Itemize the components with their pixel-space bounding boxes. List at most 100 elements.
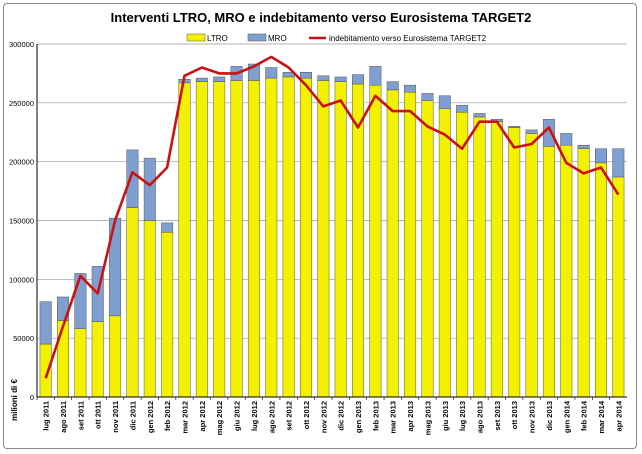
bar-mro [508, 126, 521, 128]
x-tick-label: apr 2014 [614, 400, 623, 431]
chart-title: Interventi LTRO, MRO e indebitamento ver… [111, 10, 532, 25]
bar-ltro [265, 77, 278, 398]
bar-ltro [421, 100, 434, 398]
y-tick-label: 100000 [9, 275, 34, 284]
bar-ltro [282, 76, 295, 398]
bar-mro [39, 301, 52, 345]
x-tick-label: ago 2011 [59, 401, 68, 433]
x-tick-label: mar 2014 [597, 400, 606, 433]
bar-mro [456, 104, 469, 113]
bar-ltro [195, 81, 208, 398]
bar-mro [126, 149, 139, 208]
x-tick-label: feb 2013 [371, 401, 380, 431]
bar-ltro [369, 84, 382, 398]
bar-ltro [143, 220, 156, 398]
bar-mro [525, 129, 538, 134]
bar-mro [352, 74, 365, 85]
x-tick-label: set 2011 [76, 401, 85, 430]
bar-mro [74, 273, 87, 330]
bars [39, 63, 625, 398]
x-tick-label: gen 2014 [562, 400, 571, 433]
bar-ltro [230, 80, 243, 398]
bar-mro [143, 157, 156, 221]
x-tick-label: giu 2012 [233, 401, 242, 431]
bar-mro [560, 133, 573, 146]
x-tick-label: set 2013 [493, 401, 502, 431]
x-tick-label: feb 2014 [580, 400, 589, 431]
x-tick-label: apr 2013 [406, 401, 415, 431]
x-tick-label: ago 2013 [476, 401, 485, 433]
bar-ltro [109, 315, 122, 398]
bar-ltro [91, 321, 104, 398]
x-tick-label: ott 2012 [302, 401, 311, 429]
bar-ltro [456, 111, 469, 398]
bar-mro [247, 63, 260, 81]
bar-mro [299, 71, 312, 79]
bar-mro [334, 76, 347, 82]
x-tick-label: lug 2013 [458, 401, 467, 431]
bar-ltro [247, 80, 260, 398]
x-tick-label: mag 2012 [215, 401, 224, 435]
y-tick-label: 50000 [13, 334, 34, 343]
legend-label-ltro: LTRO [207, 34, 228, 43]
bar-mro [612, 148, 625, 178]
bar-mro [594, 148, 607, 164]
target2-line [44, 55, 620, 379]
x-tick-label: mag 2013 [423, 401, 432, 435]
x-tick-label: lug 2012 [250, 401, 259, 431]
bar-ltro [352, 83, 365, 398]
x-tick-label: ago 2012 [267, 401, 276, 433]
bar-ltro [161, 232, 174, 398]
x-tick-label: set 2012 [285, 401, 294, 431]
legend-label-target2: indebitamento verso Eurosistema TARGET2 [329, 34, 487, 43]
x-tick-label: nov 2013 [528, 401, 537, 433]
bar-mro [473, 113, 486, 118]
bar-ltro [213, 81, 226, 398]
y-axis-label: milioni di € [10, 379, 19, 421]
bar-ltro [39, 343, 52, 398]
x-tick-label: mar 2012 [181, 401, 190, 434]
bar-ltro [473, 116, 486, 398]
y-tick-label: 200000 [9, 158, 34, 167]
bar-ltro [594, 162, 607, 398]
bar-mro [438, 95, 451, 109]
bar-ltro [508, 127, 521, 398]
x-tick-label: lug 2011 [42, 401, 51, 431]
bar-mro [421, 93, 434, 101]
bar-mro [577, 144, 590, 149]
bar-ltro [490, 121, 503, 398]
bar-ltro [334, 81, 347, 398]
x-tick-label: giu 2013 [441, 401, 450, 431]
bar-mro [213, 76, 226, 82]
series-line-target2 [44, 55, 620, 379]
legend-swatch-mro [247, 33, 267, 42]
legend: LTRO MRO indebitamento verso Eurosistema T… [186, 33, 487, 43]
bar-mro [317, 75, 330, 81]
x-tick-label: ott 2011 [94, 401, 103, 429]
bar-mro [369, 66, 382, 86]
y-tick-label: 150000 [9, 217, 34, 226]
x-tick-label: ott 2013 [510, 401, 519, 429]
bar-ltro [560, 144, 573, 398]
x-tick-label: feb 2012 [163, 401, 172, 431]
x-tick-label: dic 2013 [545, 401, 554, 431]
bar-ltro [438, 108, 451, 398]
x-tick-label: dic 2012 [337, 401, 346, 431]
bar-ltro [577, 148, 590, 398]
bar-ltro [404, 91, 417, 398]
x-tick-label: apr 2012 [198, 401, 207, 431]
x-tick-label: gen 2012 [146, 401, 155, 433]
bar-ltro [74, 328, 87, 398]
bar-ltro [126, 207, 139, 398]
x-tick-label: dic 2011 [128, 401, 137, 430]
bar-ltro [386, 89, 399, 398]
bar-mro [195, 77, 208, 82]
bar-mro [265, 67, 278, 79]
bar-mro [386, 81, 399, 91]
bar-ltro [542, 146, 555, 398]
y-tick-label: 300000 [9, 40, 34, 49]
legend-swatch-ltro [186, 33, 206, 42]
bar-ltro [299, 77, 312, 398]
x-tick-label: nov 2011 [111, 401, 120, 433]
